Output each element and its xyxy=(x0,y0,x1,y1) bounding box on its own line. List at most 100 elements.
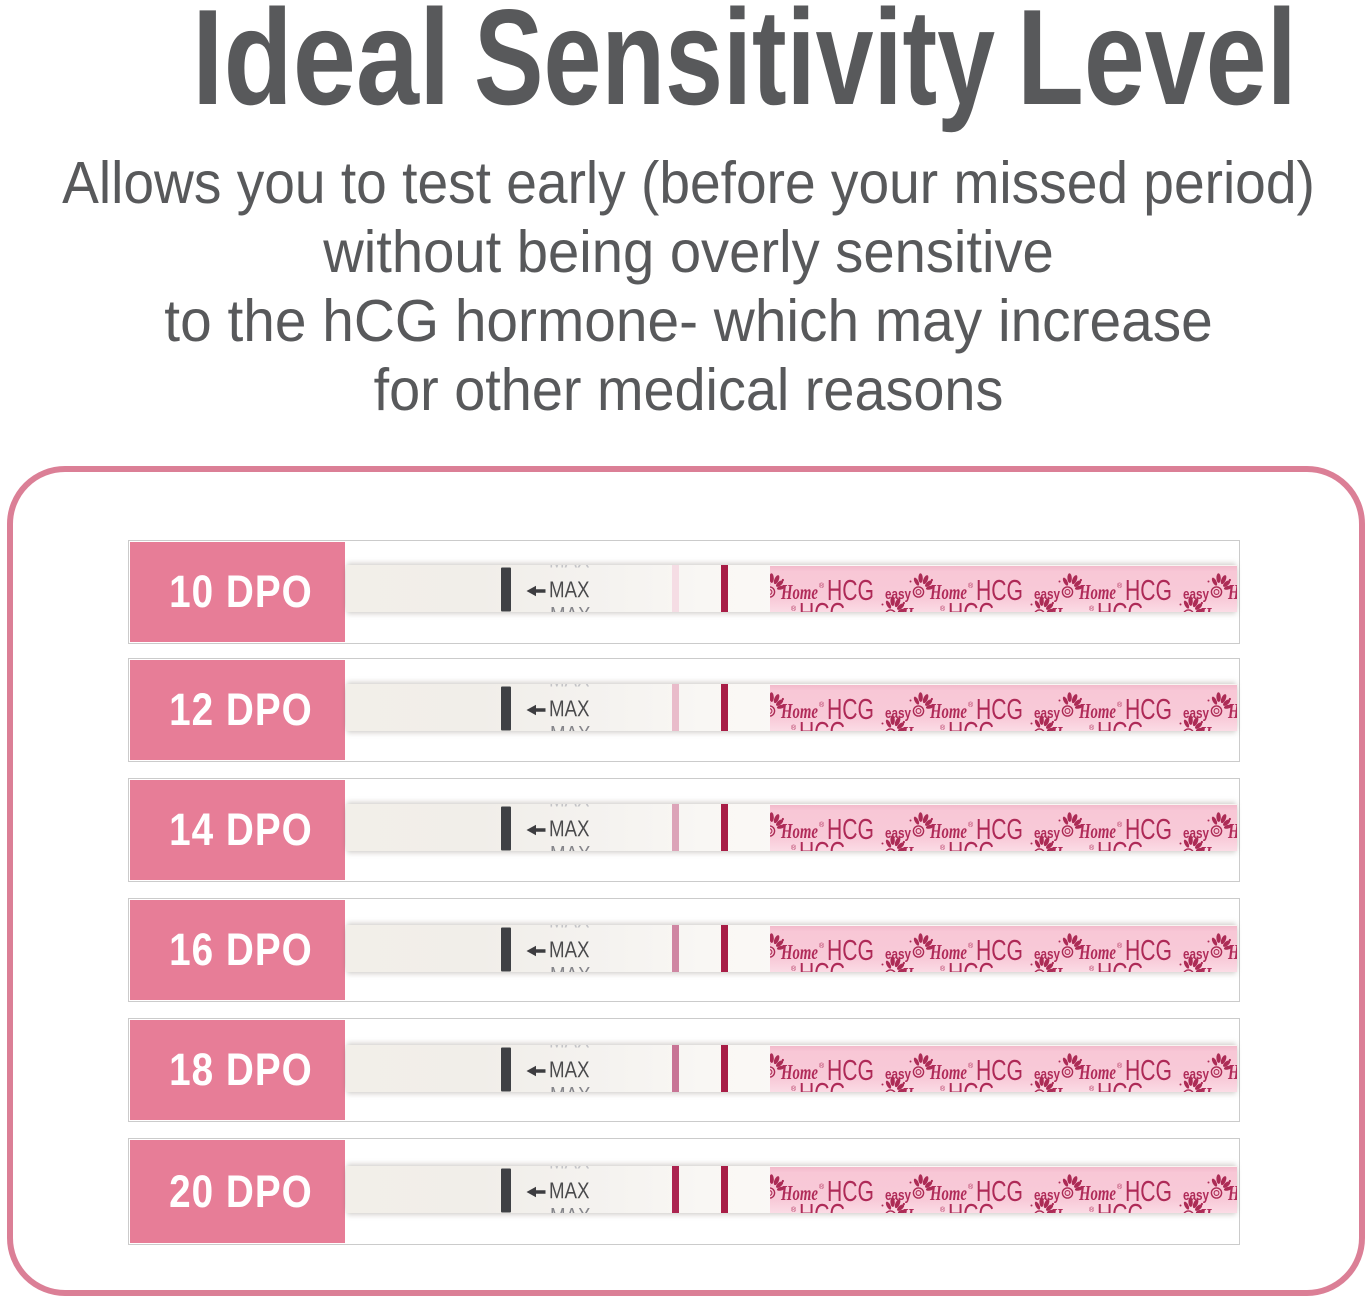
svg-text:®: ® xyxy=(1117,701,1123,709)
svg-text:HCG: HCG xyxy=(827,814,874,846)
svg-text:HCG: HCG xyxy=(976,1176,1023,1208)
svg-text:Home: Home xyxy=(1078,940,1116,964)
svg-text:®: ® xyxy=(940,605,946,612)
svg-text:®: ® xyxy=(968,1062,974,1070)
svg-text:Home: Home xyxy=(770,1083,790,1092)
svg-text:easy: easy xyxy=(1006,1210,1033,1213)
svg-text:Home: Home xyxy=(929,1060,967,1084)
svg-text:Home: Home xyxy=(770,722,790,731)
svg-text:easy: easy xyxy=(1155,1089,1182,1092)
svg-text:easy: easy xyxy=(857,848,884,851)
svg-text:®: ® xyxy=(1089,844,1095,851)
svg-text:HCG: HCG xyxy=(799,1078,846,1092)
svg-text:HCG: HCG xyxy=(1097,717,1144,731)
svg-text:®: ® xyxy=(940,724,946,731)
svg-text:HCG: HCG xyxy=(976,935,1023,967)
svg-text:®: ® xyxy=(1117,1062,1123,1070)
svg-text:®: ® xyxy=(1089,965,1095,972)
svg-text:HCG: HCG xyxy=(799,1199,846,1213)
svg-text:easy: easy xyxy=(1006,848,1033,851)
svg-text:Home: Home xyxy=(770,842,790,851)
svg-text:easy: easy xyxy=(857,728,884,731)
svg-text:Home: Home xyxy=(780,1181,818,1205)
svg-text:®: ® xyxy=(791,844,797,851)
svg-text:easy: easy xyxy=(1155,848,1182,851)
svg-text:Home: Home xyxy=(1050,1083,1088,1092)
svg-text:HCG: HCG xyxy=(976,694,1023,726)
svg-text:®: ® xyxy=(940,844,946,851)
svg-text:HCG: HCG xyxy=(799,717,846,731)
svg-text:Home: Home xyxy=(1050,1204,1088,1213)
svg-text:Home: Home xyxy=(1199,842,1237,851)
svg-text:Home: Home xyxy=(901,603,939,612)
svg-text:®: ® xyxy=(819,821,825,829)
svg-text:Home: Home xyxy=(1199,963,1237,972)
svg-text:®: ® xyxy=(791,724,797,731)
svg-text:Home: Home xyxy=(1199,603,1237,612)
svg-text:Home: Home xyxy=(770,603,790,612)
svg-text:Home: Home xyxy=(780,819,818,843)
svg-text:HCG: HCG xyxy=(948,1199,995,1213)
svg-text:Home: Home xyxy=(1227,699,1237,723)
svg-text:HCG: HCG xyxy=(1125,694,1172,726)
svg-text:Home: Home xyxy=(929,699,967,723)
svg-text:Home: Home xyxy=(1050,722,1088,731)
svg-text:HCG: HCG xyxy=(948,837,995,851)
svg-text:®: ® xyxy=(1117,582,1123,590)
svg-text:Home: Home xyxy=(901,722,939,731)
svg-text:HCG: HCG xyxy=(827,935,874,967)
svg-text:®: ® xyxy=(1089,1085,1095,1092)
svg-text:Home: Home xyxy=(1227,940,1237,964)
svg-text:®: ® xyxy=(791,1085,797,1092)
svg-text:®: ® xyxy=(940,1085,946,1092)
svg-text:easy: easy xyxy=(857,609,884,612)
svg-text:HCG: HCG xyxy=(948,598,995,612)
svg-text:Home: Home xyxy=(1078,819,1116,843)
svg-text:Home: Home xyxy=(1227,1181,1237,1205)
svg-text:Home: Home xyxy=(780,580,818,604)
svg-text:Home: Home xyxy=(770,1204,790,1213)
svg-text:easy: easy xyxy=(857,969,884,972)
svg-text:Home: Home xyxy=(901,1083,939,1092)
svg-text:®: ® xyxy=(940,965,946,972)
svg-text:®: ® xyxy=(819,582,825,590)
svg-text:®: ® xyxy=(968,1183,974,1191)
svg-text:®: ® xyxy=(968,701,974,709)
svg-text:®: ® xyxy=(819,701,825,709)
svg-text:easy: easy xyxy=(1155,1210,1182,1213)
svg-text:Home: Home xyxy=(1078,1181,1116,1205)
svg-text:HCG: HCG xyxy=(1125,1176,1172,1208)
svg-text:Home: Home xyxy=(1199,1204,1237,1213)
svg-text:®: ® xyxy=(1089,724,1095,731)
svg-text:HCG: HCG xyxy=(799,598,846,612)
svg-text:HCG: HCG xyxy=(799,958,846,972)
svg-text:Home: Home xyxy=(929,580,967,604)
svg-text:®: ® xyxy=(1117,1183,1123,1191)
svg-text:Home: Home xyxy=(929,819,967,843)
svg-text:Home: Home xyxy=(780,940,818,964)
svg-text:Home: Home xyxy=(1227,580,1237,604)
svg-text:®: ® xyxy=(819,942,825,950)
svg-text:easy: easy xyxy=(1006,609,1033,612)
svg-text:HCG: HCG xyxy=(1125,935,1172,967)
svg-text:Home: Home xyxy=(901,963,939,972)
svg-text:Home: Home xyxy=(1078,580,1116,604)
svg-text:®: ® xyxy=(1089,605,1095,612)
svg-text:HCG: HCG xyxy=(1125,1055,1172,1087)
svg-text:Home: Home xyxy=(1050,603,1088,612)
svg-text:Home: Home xyxy=(1078,699,1116,723)
svg-text:HCG: HCG xyxy=(1097,837,1144,851)
svg-text:®: ® xyxy=(819,1183,825,1191)
svg-text:Home: Home xyxy=(780,1060,818,1084)
svg-text:easy: easy xyxy=(1006,969,1033,972)
svg-text:Home: Home xyxy=(780,699,818,723)
svg-text:HCG: HCG xyxy=(1125,575,1172,607)
svg-text:HCG: HCG xyxy=(976,1055,1023,1087)
svg-text:Home: Home xyxy=(1050,963,1088,972)
svg-text:Home: Home xyxy=(929,940,967,964)
svg-text:HCG: HCG xyxy=(827,1176,874,1208)
svg-text:HCG: HCG xyxy=(1097,1199,1144,1213)
svg-text:HCG: HCG xyxy=(948,717,995,731)
svg-text:®: ® xyxy=(1117,821,1123,829)
svg-text:®: ® xyxy=(940,1206,946,1213)
